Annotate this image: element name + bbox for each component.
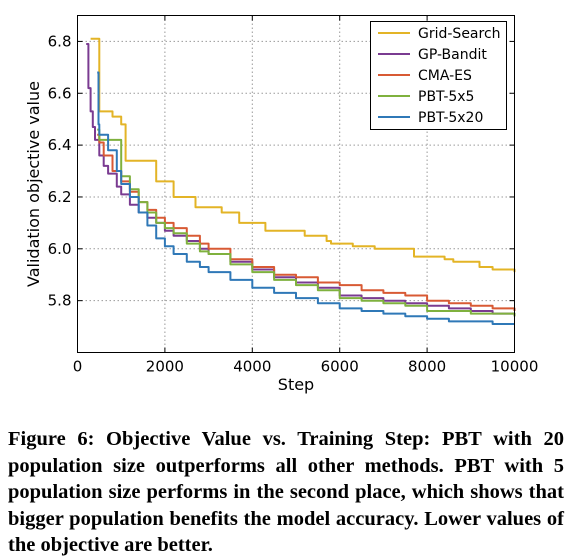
legend-label-pbt-5x20: PBT-5x20 [418,110,483,126]
axis-ticks: 0 2000 4000 6000 8000 10000 5.8 6.0 6.2 6.4 6.6 6.8 [48,15,539,376]
figure-caption: Figure 6: Objective Value vs. Training S… [8,428,564,556]
legend-label-pbt-5x5: PBT-5x5 [418,89,474,105]
x-tick-label: 0 [73,358,83,376]
y-tick-label: 5.8 [48,292,72,310]
x-tick-label: 2000 [146,358,184,376]
x-tick-label: 6000 [321,358,359,376]
series-lines [86,37,516,325]
x-tick-label: 8000 [408,358,446,376]
objective-value-chart: 0 2000 4000 6000 8000 10000 5.8 6.0 6.2 6.4 6.6 6.8… [24,15,539,394]
legend-label-gp-bandit: GP-Bandit [418,47,487,63]
series-line-grid-search [90,37,516,273]
legend-label-cma-es: CMA-ES [418,68,472,84]
series-line-pbt-5x5 [97,128,516,317]
y-tick-label: 6.0 [48,240,72,258]
y-axis-label: Validation objective value [24,81,43,287]
y-tick-label: 6.4 [48,136,72,154]
legend: Grid-Search GP-Bandit CMA-ES PBT-5x5 PBT-5x2… [370,21,507,130]
x-axis-label: Step [278,375,314,394]
y-tick-label: 6.8 [48,32,72,50]
y-tick-label: 6.6 [48,84,72,102]
x-tick-label: 4000 [233,358,271,376]
series-line-pbt-5x20 [97,71,515,325]
x-tick-label: 10000 [491,358,539,376]
legend-items: Grid-Search GP-Bandit CMA-ES PBT-5x5 PBT-5x2… [378,26,501,126]
y-tick-label: 6.2 [48,188,72,206]
legend-label-grid-search: Grid-Search [418,26,501,42]
plot-frame [77,15,515,353]
